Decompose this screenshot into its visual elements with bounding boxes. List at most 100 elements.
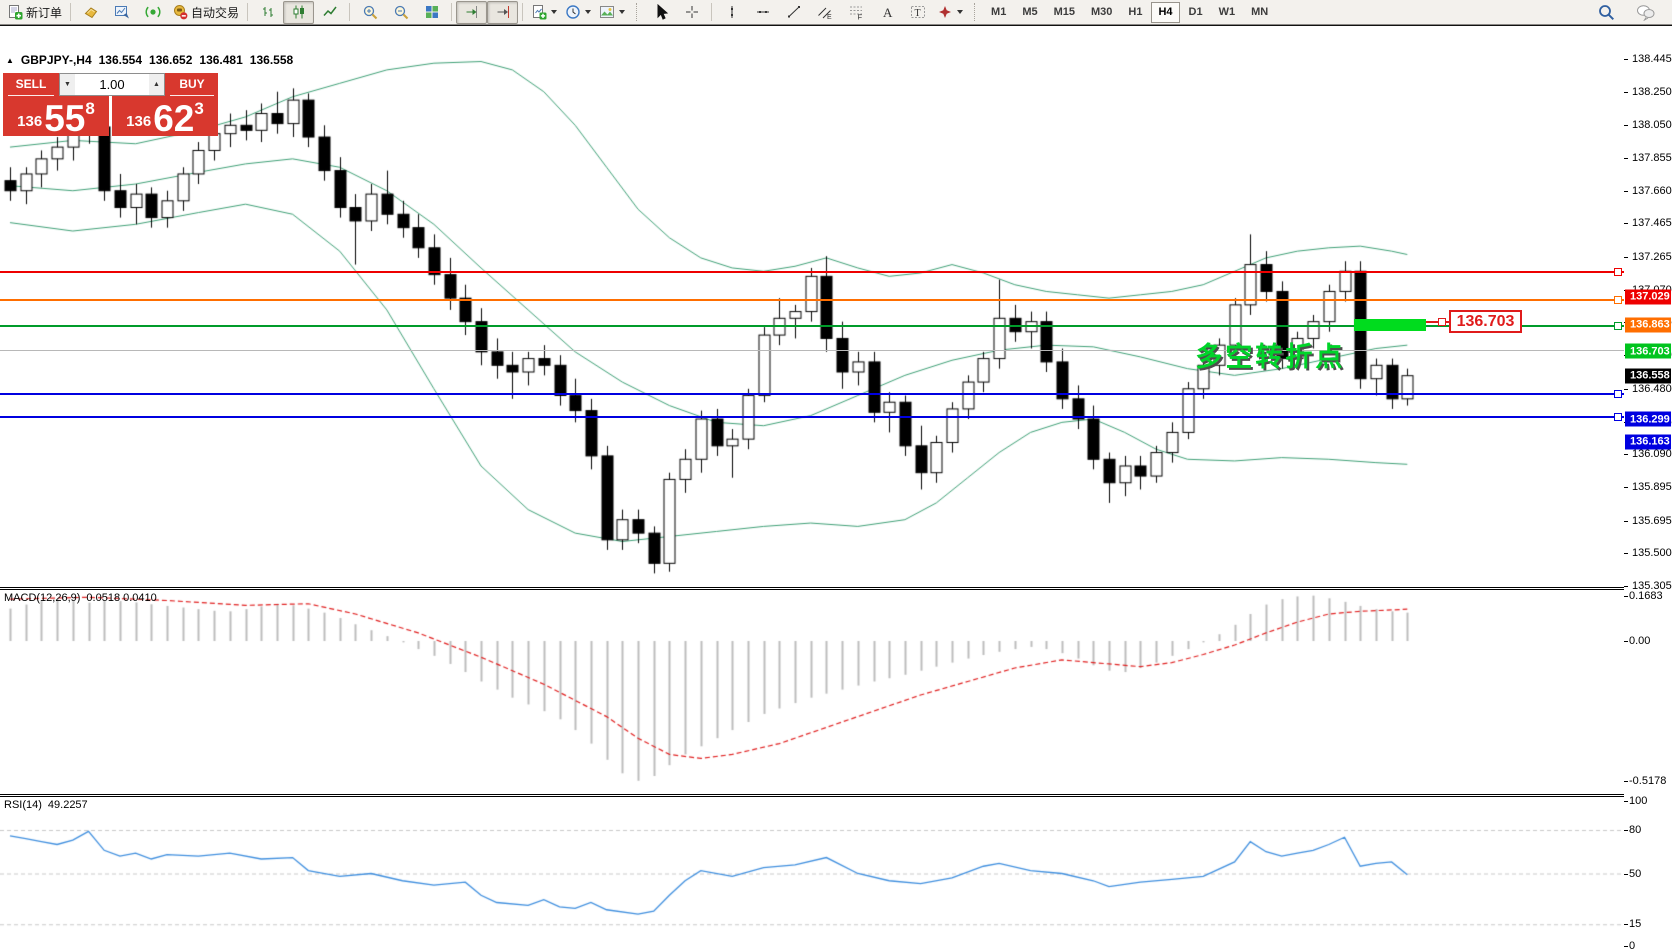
rsi-axis-label: 50 [1629, 867, 1642, 880]
shapes-icon [937, 4, 953, 20]
rsi-axis-label: 100 [1629, 795, 1648, 807]
community-chat-button[interactable] [1630, 1, 1661, 24]
timeframe-h1[interactable]: H1 [1128, 6, 1143, 18]
collapse-icon[interactable]: ▲ [6, 55, 14, 65]
symbol-info-bar: ▲ GBPJPY-,H4 136.554 136.652 136.481 136… [6, 53, 293, 67]
volume-decrease-button[interactable]: ▼ [60, 74, 75, 95]
equidistant-channel-button[interactable]: E [809, 1, 840, 24]
pane-separator-macd[interactable] [0, 587, 1624, 590]
price-tick-label: 136.090 [1632, 448, 1672, 461]
search-button[interactable] [1591, 1, 1622, 24]
line-endpoint-marker[interactable] [1614, 390, 1622, 399]
line-endpoint-marker[interactable] [1614, 295, 1622, 304]
macd-values: 0.0518 0.0410 [86, 592, 157, 604]
auto-scroll-icon [495, 4, 511, 20]
toolbar-right-icons [1591, 1, 1669, 24]
auto-scroll-button[interactable] [487, 0, 519, 24]
signals-button[interactable] [137, 1, 168, 24]
price-callout[interactable]: 136.703 [1449, 310, 1522, 334]
timeframe-m1[interactable]: M1 [991, 6, 1007, 18]
callout-connector [1426, 320, 1449, 323]
periods-dropdown-button[interactable] [561, 1, 595, 24]
sell-price-button[interactable]: 136 55 8 [3, 96, 109, 137]
line-endpoint-marker[interactable] [1614, 412, 1622, 421]
axis-tick-mark [1624, 780, 1628, 782]
text-button[interactable]: A [871, 1, 902, 24]
text-label-button[interactable]: T [902, 1, 933, 24]
candlestick-chart-button[interactable] [283, 0, 315, 24]
rsi-title: RSI(14) [4, 799, 42, 811]
axis-tick-mark [1624, 520, 1628, 522]
new-chart-button[interactable] [527, 1, 561, 24]
axis-tick-mark [1624, 641, 1628, 642]
callout-anchor-square[interactable] [1438, 317, 1446, 326]
data-window-button[interactable] [106, 1, 137, 24]
line-endpoint-marker[interactable] [1614, 322, 1622, 331]
highlight-bar[interactable] [1354, 318, 1427, 331]
price-tick-label: 138.445 [1632, 53, 1672, 65]
price-tick-label: 135.695 [1632, 514, 1672, 527]
timeframe-d1[interactable]: D1 [1188, 6, 1203, 18]
horizontal-line-button[interactable] [747, 1, 778, 24]
price-tick-label: 135.305 [1632, 579, 1672, 592]
current-price-line[interactable] [0, 350, 1624, 352]
hline-136703[interactable] [0, 325, 1624, 328]
volume-input[interactable] [75, 74, 149, 95]
timeframe-w1[interactable]: W1 [1218, 6, 1236, 18]
axis-tick-mark [1624, 946, 1628, 947]
chart-annotation-text[interactable]: 多空转折点 [1195, 342, 1346, 373]
tile-windows-button[interactable] [416, 1, 447, 24]
chart-shift-button[interactable] [456, 0, 488, 24]
trendline-button[interactable] [778, 1, 809, 24]
hline-137029[interactable] [0, 270, 1624, 273]
hline-136163[interactable] [0, 415, 1624, 418]
price-tick-label: 137.465 [1632, 217, 1672, 230]
timeframe-mn[interactable]: MN [1251, 6, 1269, 18]
timeframe-m15[interactable]: M15 [1053, 6, 1075, 18]
toolbar-separator [522, 3, 524, 21]
buy-button[interactable]: BUY [170, 73, 214, 96]
buy-price-sup: 3 [194, 99, 204, 118]
bar-chart-button[interactable] [252, 1, 283, 24]
hline-136299[interactable] [0, 393, 1624, 396]
price-tick-label: 137.855 [1632, 152, 1672, 165]
line-endpoint-marker[interactable] [1614, 267, 1622, 276]
macd-axis-label: -0.5178 [1629, 774, 1667, 787]
zoom-out-button[interactable] [385, 1, 416, 24]
axis-tick-mark [1624, 257, 1628, 259]
pane-separator-rsi[interactable] [0, 794, 1624, 797]
timeframe-m30[interactable]: M30 [1091, 6, 1113, 18]
zoom-in-button[interactable] [354, 1, 385, 24]
vertical-line-button[interactable] [716, 1, 747, 24]
templates-button[interactable] [595, 1, 629, 24]
timeframe-m5[interactable]: M5 [1022, 6, 1038, 18]
price-marker-137029: 137.029 [1625, 289, 1671, 305]
timeframe-h4[interactable]: H4 [1151, 1, 1180, 23]
sell-button[interactable]: SELL [8, 73, 54, 96]
main-chart-canvas[interactable] [0, 52, 1624, 587]
macd-indicator-canvas[interactable] [0, 590, 1624, 794]
arrows-button[interactable] [933, 1, 967, 24]
axis-tick-mark [1624, 801, 1628, 802]
new-order-button[interactable]: 新订单 [3, 1, 66, 24]
cursor-button[interactable] [645, 1, 676, 24]
hline-136863[interactable] [0, 298, 1624, 301]
buy-price-button[interactable]: 136 62 3 [112, 96, 218, 137]
rsi-indicator-canvas[interactable] [0, 797, 1624, 950]
price-axis[interactable]: 138.445 138.250 138.050 137.855 137.660 137.4… [1624, 52, 1672, 950]
autotrading-button[interactable]: 自动交易 [168, 1, 243, 24]
line-chart-button[interactable] [314, 1, 345, 24]
market-watch-button[interactable] [75, 1, 106, 24]
crosshair-button[interactable] [676, 1, 707, 24]
ohlc-low: 136.481 [199, 53, 243, 67]
search-icon [1597, 3, 1616, 22]
chevron-down-icon [585, 10, 592, 14]
toolbar-separator [247, 3, 249, 21]
fibonacci-button[interactable]: F [840, 1, 871, 24]
macd-title: MACD(12,26,9) [4, 592, 81, 604]
fibo-icon: F [848, 4, 864, 20]
price-marker-136163: 136.163 [1625, 434, 1671, 450]
template-icon [599, 4, 615, 20]
volume-increase-button[interactable]: ▲ [149, 74, 164, 95]
zoom-in-icon [362, 4, 378, 20]
